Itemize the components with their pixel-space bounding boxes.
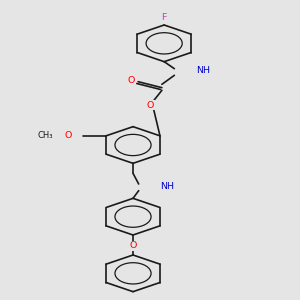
Text: O: O: [65, 131, 72, 140]
Text: NH: NH: [160, 182, 174, 191]
Text: NH: NH: [196, 65, 210, 74]
Text: CH₃: CH₃: [38, 131, 53, 140]
Text: O: O: [128, 76, 135, 85]
Text: F: F: [161, 13, 167, 22]
Text: O: O: [147, 100, 154, 109]
Text: O: O: [129, 241, 137, 250]
